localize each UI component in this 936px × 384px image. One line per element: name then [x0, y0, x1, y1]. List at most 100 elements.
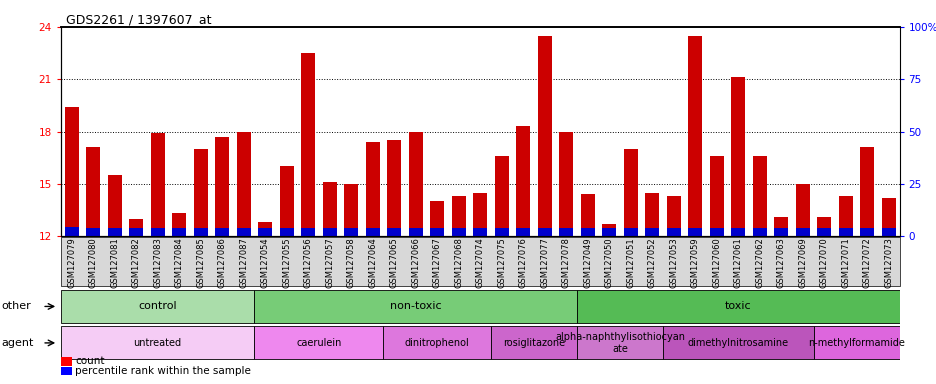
Bar	[816, 217, 830, 236]
Bar	[752, 228, 766, 236]
Bar	[151, 228, 165, 236]
Bar	[280, 166, 293, 236]
Bar	[580, 228, 594, 236]
Bar	[537, 228, 551, 236]
Bar	[537, 36, 551, 236]
Bar	[688, 228, 701, 236]
Bar	[344, 184, 358, 236]
Text: toxic: toxic	[724, 301, 751, 311]
Bar	[623, 149, 637, 236]
Text: agent: agent	[2, 338, 35, 348]
Bar	[255, 326, 383, 359]
Bar	[881, 198, 895, 236]
Bar	[129, 228, 143, 236]
Bar	[490, 326, 577, 359]
Text: percentile rank within the sample: percentile rank within the sample	[75, 366, 251, 376]
Bar	[86, 228, 100, 236]
Bar	[859, 228, 873, 236]
Bar	[215, 137, 229, 236]
Bar	[194, 149, 208, 236]
Bar	[838, 228, 852, 236]
Bar	[172, 214, 186, 236]
Bar	[516, 228, 530, 236]
Text: n-methylformamide: n-methylformamide	[807, 338, 904, 348]
Bar	[623, 228, 637, 236]
Bar	[255, 290, 577, 323]
Bar	[816, 228, 830, 236]
Bar	[881, 228, 895, 236]
Bar	[258, 228, 271, 236]
Bar	[709, 156, 723, 236]
Bar	[280, 228, 293, 236]
Bar	[577, 326, 663, 359]
Bar	[494, 228, 508, 236]
Bar	[666, 196, 680, 236]
Bar	[795, 184, 809, 236]
Bar	[494, 156, 508, 236]
Bar	[752, 156, 766, 236]
Bar	[516, 126, 530, 236]
Bar	[86, 147, 100, 236]
Bar	[795, 228, 809, 236]
Bar	[108, 175, 122, 236]
Bar	[61, 290, 255, 323]
Bar	[645, 192, 659, 236]
Text: non-toxic: non-toxic	[389, 301, 441, 311]
Bar	[65, 107, 79, 236]
Bar	[215, 228, 229, 236]
Bar	[65, 227, 79, 236]
Bar	[838, 196, 852, 236]
Bar	[61, 326, 255, 359]
Bar	[344, 228, 358, 236]
Bar	[773, 228, 787, 236]
Bar	[773, 217, 787, 236]
Bar	[430, 201, 444, 236]
Bar	[451, 228, 465, 236]
Bar	[387, 228, 401, 236]
Text: dinitrophenol: dinitrophenol	[404, 338, 469, 348]
Bar	[602, 228, 616, 236]
Text: rosiglitazone: rosiglitazone	[503, 338, 564, 348]
Bar	[194, 228, 208, 236]
Bar	[559, 132, 573, 236]
Bar	[730, 228, 744, 236]
Bar	[108, 228, 122, 236]
Text: dimethylnitrosamine: dimethylnitrosamine	[687, 338, 788, 348]
Bar	[237, 228, 251, 236]
Bar	[258, 222, 271, 236]
Bar	[387, 140, 401, 236]
Bar	[663, 326, 812, 359]
Bar	[151, 133, 165, 236]
Bar	[408, 228, 422, 236]
Bar	[300, 53, 314, 236]
Bar	[451, 196, 465, 236]
Text: GDS2261 / 1397607_at: GDS2261 / 1397607_at	[66, 13, 211, 26]
Bar	[322, 228, 336, 236]
Bar	[322, 182, 336, 236]
Bar	[473, 192, 487, 236]
Bar	[430, 228, 444, 236]
Bar	[645, 228, 659, 236]
Bar	[172, 228, 186, 236]
Bar	[365, 228, 379, 236]
Bar	[129, 219, 143, 236]
Bar	[580, 194, 594, 236]
Bar	[688, 36, 701, 236]
Bar	[300, 228, 314, 236]
Bar	[408, 132, 422, 236]
Bar	[602, 224, 616, 236]
Text: untreated: untreated	[134, 338, 182, 348]
Bar	[666, 228, 680, 236]
Bar	[559, 228, 573, 236]
Text: alpha-naphthylisothiocyan
ate: alpha-naphthylisothiocyan ate	[554, 332, 684, 354]
Text: other: other	[2, 301, 32, 311]
Text: count: count	[75, 356, 104, 366]
Text: control: control	[139, 301, 177, 311]
Bar	[237, 132, 251, 236]
Bar	[577, 290, 899, 323]
Bar	[473, 228, 487, 236]
Bar	[812, 326, 899, 359]
Bar	[730, 78, 744, 236]
Bar	[859, 147, 873, 236]
Bar	[709, 228, 723, 236]
